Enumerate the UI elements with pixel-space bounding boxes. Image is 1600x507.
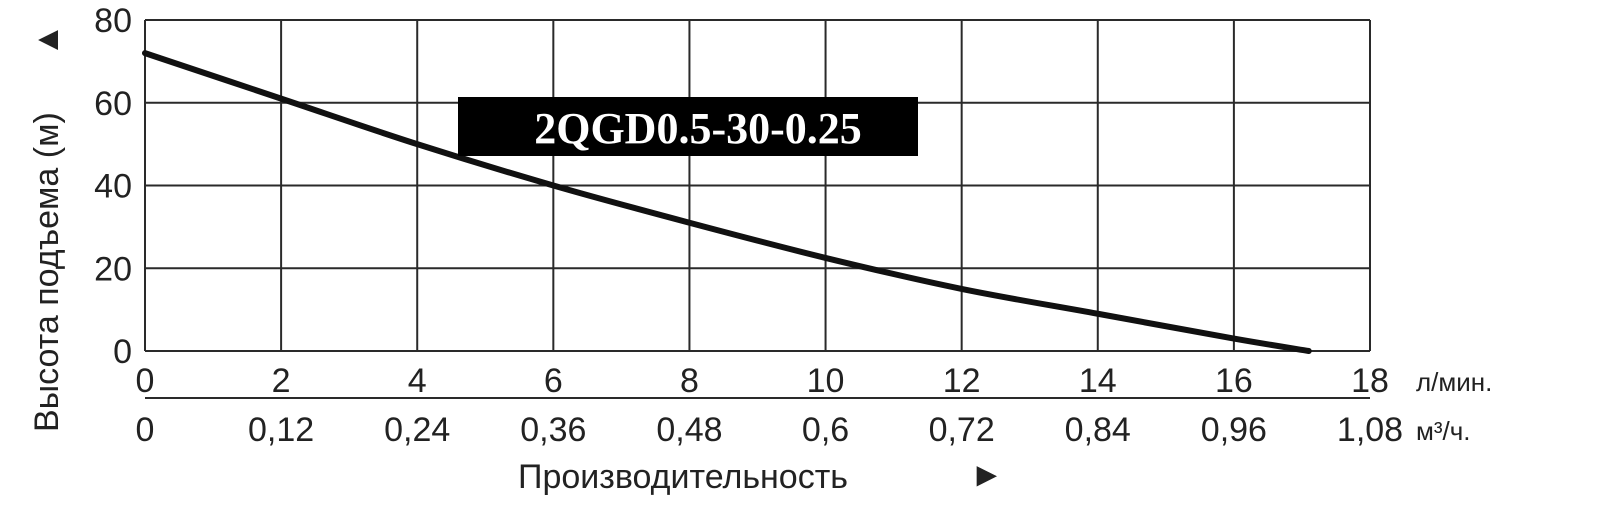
y-axis-title: Высота подъема (м) — [28, 112, 66, 432]
series-line — [142, 50, 1312, 354]
x2-tick-label: 0,12 — [248, 411, 314, 449]
model-label-box — [458, 97, 918, 156]
x2-tick-label: 0,36 — [520, 411, 586, 449]
model-label: 2QGD0.5-30-0.25 — [534, 104, 862, 153]
y-tick-label: 40 — [94, 168, 132, 206]
series — [142, 50, 1312, 354]
y-axis-arrow: ▲ — [28, 23, 66, 57]
y-tick-label: 60 — [94, 85, 132, 123]
x-tick-label: 12 — [943, 362, 981, 400]
x-tick-label: 6 — [544, 362, 563, 400]
x2-unit-label: м³/ч. — [1416, 416, 1471, 446]
x2-tick-label: 1,08 — [1337, 411, 1403, 449]
y-tick-label: 0 — [113, 333, 132, 371]
x-tick-label: 10 — [807, 362, 845, 400]
y-tick-label: 20 — [94, 250, 132, 288]
x-axis-title: Производительность — [518, 458, 848, 496]
x-tick-label: 14 — [1079, 362, 1117, 400]
x2-tick-label: 0,84 — [1065, 411, 1131, 449]
x2-tick-label: 0,6 — [802, 411, 849, 449]
x-axis-arrow: ► — [970, 456, 1004, 494]
x2-tick-label: 0,24 — [384, 411, 450, 449]
x2-axis-ticks: 0 0,12 0,24 0,36 0,48 0,6 0,72 0,84 0,96 1,08 — [136, 411, 1404, 449]
x-tick-label: 4 — [408, 362, 427, 400]
x-tick-label: 18 — [1351, 362, 1389, 400]
x2-tick-label: 0,96 — [1201, 411, 1267, 449]
x-axis-ticks: 0 2 4 6 8 10 12 14 16 18 — [136, 362, 1389, 400]
y-tick-label: 80 — [94, 2, 132, 40]
y-axis-ticks: 0 20 40 60 80 — [94, 2, 132, 371]
x-tick-label: 2 — [272, 362, 291, 400]
x-tick-label: 0 — [136, 362, 155, 400]
x-tick-label: 16 — [1215, 362, 1253, 400]
x-unit-label: л/мин. — [1416, 367, 1492, 397]
x2-tick-label: 0,48 — [656, 411, 722, 449]
x-tick-label: 8 — [680, 362, 699, 400]
x2-tick-label: 0,72 — [929, 411, 995, 449]
x2-tick-label: 0 — [136, 411, 155, 449]
